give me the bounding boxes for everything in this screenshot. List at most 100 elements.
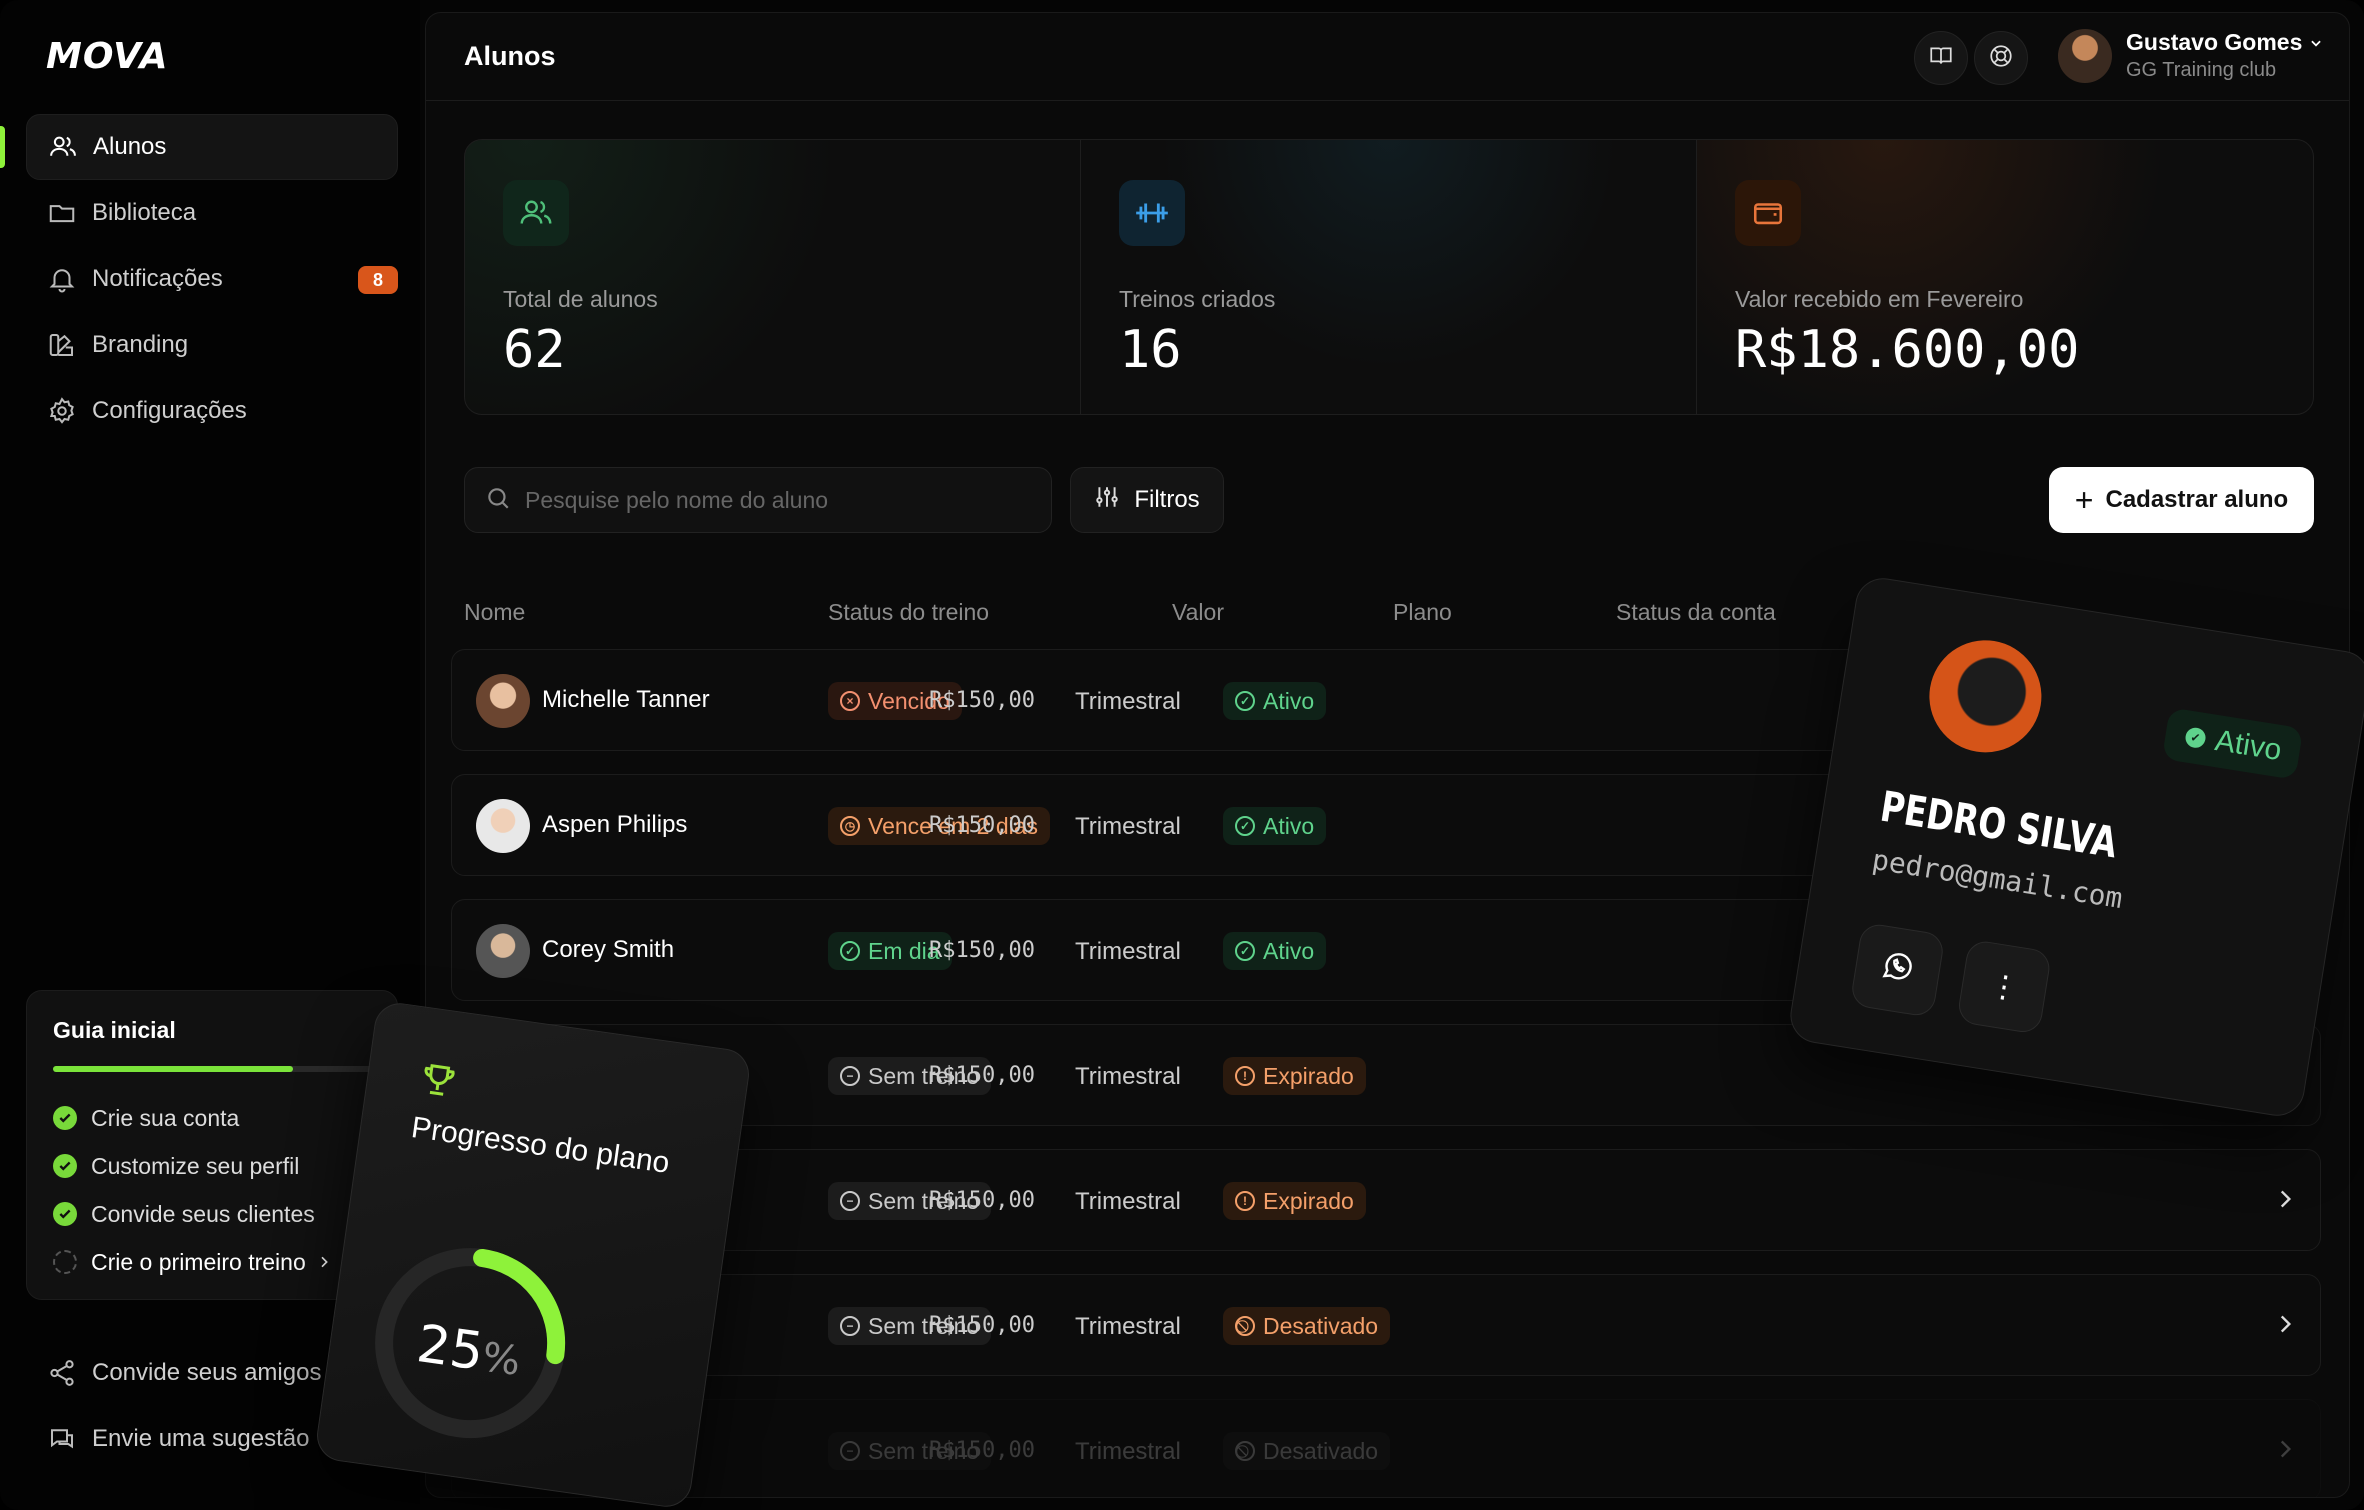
progress-ring bbox=[375, 1248, 566, 1439]
x-circle-icon: × bbox=[840, 691, 860, 711]
table-row[interactable]: utz −Sem treino R$150,00 Trimestral ⃠Des… bbox=[451, 1399, 2321, 1497]
check-icon bbox=[53, 1154, 77, 1178]
invite-friends-link[interactable]: Convide seus amigos bbox=[26, 1340, 398, 1406]
column-header-plano[interactable]: Plano bbox=[1393, 599, 1452, 625]
profile-status-badge: ✓ Ativo bbox=[2161, 707, 2303, 780]
column-header-status-conta[interactable]: Status da conta bbox=[1616, 599, 1776, 625]
ban-icon: ⃠ bbox=[1235, 1316, 1255, 1336]
student-plan: Trimestral bbox=[1075, 1313, 1181, 1340]
sidebar-item-alunos[interactable]: Alunos bbox=[26, 114, 398, 180]
column-header-valor[interactable]: Valor bbox=[1172, 599, 1224, 625]
sidebar-item-notificacoes[interactable]: Notificações 8 bbox=[26, 246, 398, 312]
logo: MOVA bbox=[46, 36, 169, 77]
sidebar-item-configuracoes[interactable]: Configurações bbox=[26, 378, 398, 444]
check-circle-icon: ✓ bbox=[1235, 941, 1255, 961]
active-indicator bbox=[0, 126, 5, 168]
link-label: Convide seus amigos bbox=[92, 1359, 322, 1386]
student-avatar bbox=[476, 924, 530, 978]
minus-circle-icon: − bbox=[840, 1316, 860, 1336]
book-icon bbox=[1928, 43, 1954, 74]
guide-step-label: Crie o primeiro treino bbox=[91, 1248, 306, 1275]
status-badge: − Sem treino bbox=[828, 1057, 992, 1095]
status-badge: − Sem treino bbox=[828, 1432, 992, 1470]
docs-button[interactable] bbox=[1914, 31, 1968, 85]
sidebar-item-biblioteca[interactable]: Biblioteca bbox=[26, 180, 398, 246]
users-icon bbox=[47, 131, 79, 163]
stat-label: Treinos criados bbox=[1119, 286, 1276, 312]
more-options-button[interactable]: ⋮ bbox=[1956, 938, 2053, 1035]
guide-step[interactable]: Crie sua conta bbox=[53, 1094, 371, 1142]
user-avatar[interactable] bbox=[2058, 29, 2112, 83]
guide-step-label: Customize seu perfil bbox=[91, 1152, 300, 1179]
student-avatar bbox=[476, 674, 530, 728]
chevron-right-icon[interactable] bbox=[2272, 1436, 2298, 1467]
stat-label: Total de alunos bbox=[503, 286, 658, 312]
share-icon bbox=[46, 1357, 78, 1389]
plus-icon: + bbox=[2074, 481, 2094, 518]
student-avatar bbox=[476, 799, 530, 853]
guide-step-next[interactable]: Crie o primeiro treino bbox=[53, 1238, 371, 1286]
student-plan: Trimestral bbox=[1075, 688, 1181, 715]
guide-step-label: Crie sua conta bbox=[91, 1104, 240, 1131]
student-name: Aspen Philips bbox=[542, 811, 688, 838]
alert-circle-icon: ! bbox=[1235, 1191, 1255, 1211]
whatsapp-icon bbox=[1876, 945, 1918, 994]
stat-value: 62 bbox=[503, 320, 566, 380]
add-student-button[interactable]: + Cadastrar aluno bbox=[2049, 467, 2314, 533]
student-plan: Trimestral bbox=[1075, 1063, 1181, 1090]
check-circle-icon: ✓ bbox=[2181, 723, 2210, 752]
more-vertical-icon: ⋮ bbox=[1986, 968, 2022, 1006]
search-box[interactable] bbox=[464, 467, 1052, 533]
search-input[interactable] bbox=[525, 486, 1025, 514]
student-name: Corey Smith bbox=[542, 936, 675, 963]
status-badge: − Sem treino bbox=[828, 1182, 992, 1220]
student-profile-card[interactable]: ✓ Ativo PEDRO SILVA pedro@gmail.com ⋮ bbox=[1786, 574, 2364, 1120]
guide-title: Guia inicial bbox=[53, 1017, 176, 1043]
progress-ring-fill bbox=[375, 1248, 566, 1439]
help-button[interactable] bbox=[1974, 31, 2028, 85]
status-badge: ✓ Em dia bbox=[828, 932, 952, 970]
folder-icon bbox=[46, 197, 78, 229]
sidebar-item-branding[interactable]: Branding bbox=[26, 312, 398, 378]
guide-step[interactable]: Customize seu perfil bbox=[53, 1142, 371, 1190]
add-student-label: Cadastrar aluno bbox=[2105, 486, 2289, 513]
student-plan: Trimestral bbox=[1075, 813, 1181, 840]
getting-started-guide: Guia inicial Crie sua conta Customize se… bbox=[26, 990, 398, 1300]
send-suggestion-link[interactable]: Envie uma sugestão bbox=[26, 1406, 398, 1472]
filters-button[interactable]: Filtros bbox=[1070, 467, 1224, 533]
whatsapp-button[interactable] bbox=[1849, 921, 1946, 1019]
minus-circle-icon: − bbox=[840, 1441, 860, 1461]
user-name[interactable]: Gustavo Gomes bbox=[2126, 29, 2323, 56]
stat-label: Valor recebido em Fevereiro bbox=[1735, 286, 2024, 312]
trophy-icon bbox=[415, 1058, 461, 1108]
student-value: R$150,00 bbox=[929, 1438, 1035, 1463]
sidebar-item-label: Alunos bbox=[93, 133, 167, 160]
guide-step[interactable]: Convide seus clientes bbox=[53, 1190, 371, 1238]
account-status-badge: ! Expirado bbox=[1223, 1057, 1366, 1095]
student-name: Michelle Tanner bbox=[542, 686, 710, 713]
bell-icon bbox=[46, 263, 78, 295]
account-status-badge: ✓ Ativo bbox=[1223, 932, 1327, 970]
student-value: R$150,00 bbox=[929, 688, 1035, 713]
chevron-right-icon bbox=[316, 1249, 332, 1276]
column-header-status-treino[interactable]: Status do treino bbox=[828, 599, 990, 625]
guide-progress-fill bbox=[53, 1066, 293, 1072]
guide-step-label: Convide seus clientes bbox=[91, 1200, 315, 1227]
sidebar-item-label: Configurações bbox=[92, 397, 247, 424]
check-circle-icon: ✓ bbox=[1235, 691, 1255, 711]
minus-circle-icon: − bbox=[840, 1066, 860, 1086]
student-value: R$150,00 bbox=[929, 1188, 1035, 1213]
stat-treinos-criados: Treinos criados 16 bbox=[1081, 140, 1697, 414]
table-row[interactable]: − Sem treino R$150,00 Trimestral ! Expirad… bbox=[451, 1149, 2321, 1251]
stat-total-alunos: Total de alunos 62 bbox=[465, 140, 1081, 414]
chevron-right-icon[interactable] bbox=[2272, 1311, 2298, 1342]
table-row[interactable]: −Sem treino R$150,00 Trimestral ⃠Desativ… bbox=[451, 1274, 2321, 1376]
search-icon bbox=[485, 485, 511, 516]
chevron-right-icon[interactable] bbox=[2272, 1186, 2298, 1217]
column-header-nome[interactable]: Nome bbox=[464, 599, 526, 625]
gear-icon bbox=[46, 395, 78, 427]
sidebar-item-label: Branding bbox=[92, 331, 189, 358]
users-icon bbox=[503, 180, 569, 246]
clock-icon: ◷ bbox=[840, 816, 860, 836]
